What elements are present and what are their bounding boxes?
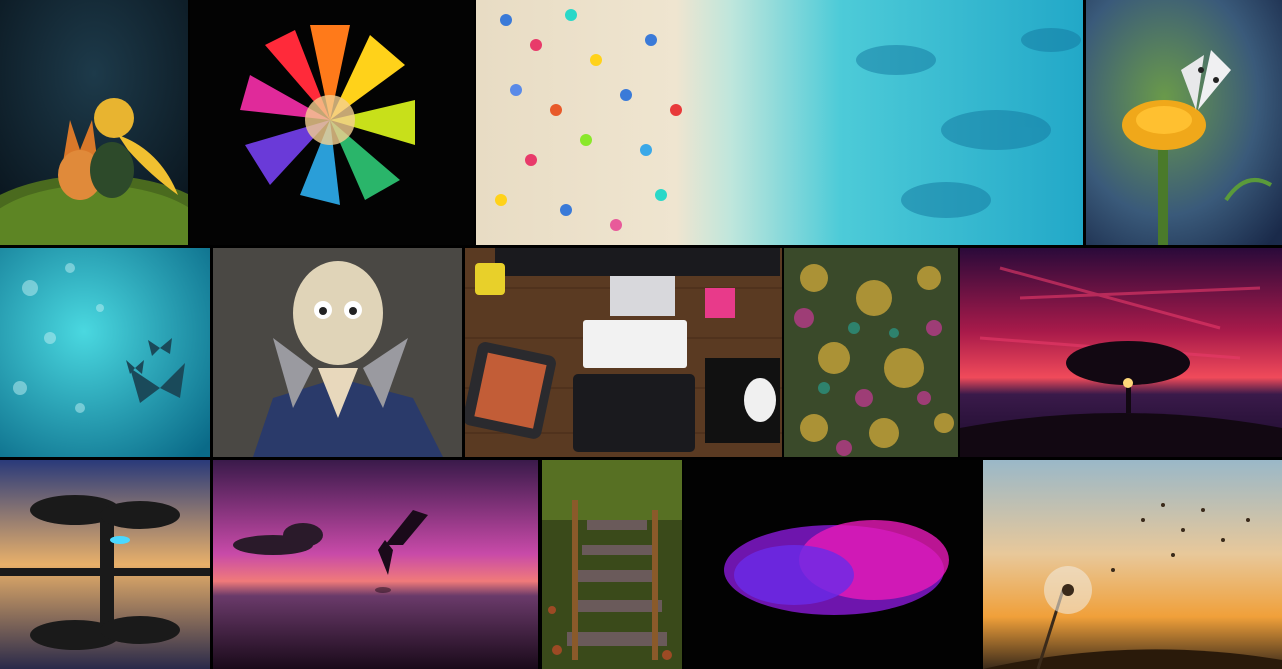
gallery-tile-color-explosion[interactable] (190, 0, 474, 245)
cartoon-character-image (213, 248, 462, 457)
little-prince-image (0, 0, 188, 245)
gallery-tile-tree-reflection[interactable] (0, 460, 210, 669)
forest-stairs-image (542, 460, 682, 669)
gallery-tile-designer-desk[interactable] (465, 248, 782, 457)
gallery-tile-cartoon-character[interactable] (213, 248, 462, 457)
ornate-texture-image (784, 248, 958, 457)
winged-figure-image (213, 460, 538, 669)
gallery-tile-winged-figure[interactable] (213, 460, 538, 669)
aerial-beach-image (476, 0, 1083, 245)
gallery-tile-aerial-beach[interactable] (476, 0, 1083, 245)
gallery-tile-little-prince[interactable] (0, 0, 188, 245)
tree-reflection-image (0, 460, 210, 669)
dandelion-image (983, 460, 1282, 669)
gallery-tile-teal-butterflies[interactable] (0, 248, 210, 457)
gallery-tile-red-sunset-tree[interactable] (960, 248, 1282, 457)
purple-cloud-image (684, 460, 980, 669)
color-explosion-image (190, 0, 474, 245)
gallery-tile-ornate-texture[interactable] (784, 248, 958, 457)
butterfly-flower-image (1086, 0, 1282, 245)
gallery-tile-butterfly-flower[interactable] (1086, 0, 1282, 245)
designer-desk-image (465, 248, 782, 457)
gallery-tile-dandelion[interactable] (983, 460, 1282, 669)
gallery-tile-purple-cloud[interactable] (684, 460, 980, 669)
red-sunset-tree-image (960, 248, 1282, 457)
gallery-tile-forest-stairs[interactable] (542, 460, 682, 669)
teal-butterflies-image (0, 248, 210, 457)
